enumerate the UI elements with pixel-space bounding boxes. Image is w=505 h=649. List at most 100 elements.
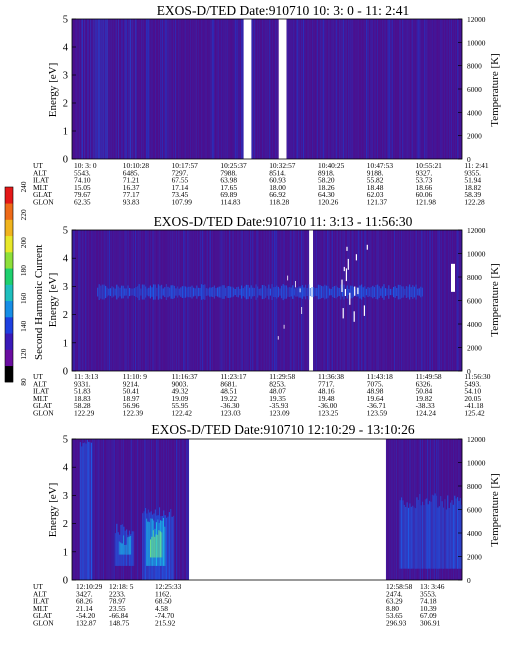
spectrogram-stripe [365,230,367,371]
orbit-table-cell: 10.39 [420,604,437,613]
spectrogram-stripe [167,230,169,371]
spectrogram-stripe [84,19,86,159]
spectrogram-stripe [78,230,80,371]
spectrogram-stripe [138,19,140,159]
spectrogram-stripe [367,19,369,159]
energy-tick-label: 4 [63,463,69,474]
spectrogram-emission [313,287,315,298]
spectrogram-stripe [151,439,153,580]
spectrogram-emission [96,19,98,159]
spectrogram-emission [185,286,187,298]
orbit-table-cell: 20.05 [464,394,481,403]
spectrogram-stripe [300,19,303,159]
spectrogram-stripe [135,439,137,580]
orbit-row-label: MLT [33,183,48,192]
spectrogram-stripe [154,230,156,371]
spectrogram-emission [233,287,235,297]
spectrogram-emission [85,443,87,580]
orbit-table-cell: -36.00 [318,401,337,410]
temperature-tick-label: 2000 [467,553,482,562]
spectrogram-emission [300,286,302,298]
spectrogram-stripe [296,19,298,159]
spectrogram-stripe [146,439,148,580]
spectrogram-stripe [313,19,315,159]
spectrogram-emission [365,288,367,296]
spectrogram-emission [89,442,91,580]
orbit-table-cell: 56.96 [123,401,140,410]
spectrogram-stripe [144,439,146,580]
spectrogram-emission [152,530,154,558]
orbit-table-cell: 74.18 [420,597,437,606]
spectrogram-emission [221,285,223,299]
spectrogram-stripe [107,439,109,580]
panel-1-temperature-ticks: 0 2000 4000 6000 8000 10000 12000 [458,15,486,164]
spectrogram-emission [410,287,412,297]
spectrogram-emission [383,284,385,300]
spectrogram-stripe [110,230,113,371]
spectrogram-stripe [118,439,120,580]
spectrogram-emission [143,284,145,300]
spectrogram-emission [355,254,357,261]
spectrogram-stripe [357,230,360,371]
energy-tick-label: 3 [63,71,68,82]
data-gap [243,19,252,159]
spectrogram-stripe [139,439,141,580]
spectrogram-stripe [126,439,128,580]
spectrogram-emission [225,287,227,297]
orbit-row-label: ILAT [33,176,49,185]
orbit-table-cell: 122.39 [123,409,144,418]
spectrogram-stripe [242,19,244,159]
data-gap [309,230,314,371]
spectrogram-stripe [121,230,123,371]
spectrogram-emission [239,288,241,296]
spectrogram-emission [162,288,164,296]
colorbar-tick-label: 80 [19,378,28,386]
spectrogram-stripe [73,439,75,580]
colorbar-frame [4,186,14,383]
spectrogram-emission [180,287,182,297]
orbit-table-cell: 60.93 [269,176,286,185]
orbit-table-cell: 10:32:57 [269,161,296,170]
spectrogram-emission [117,286,119,298]
spectrogram-emission [97,287,99,297]
spectrogram-emission [125,288,127,296]
spectrogram-stripe [396,19,398,159]
spectrogram-emission [389,288,391,296]
spectrogram-stripe [266,230,268,371]
spectrogram-emission [118,19,119,159]
orbit-table-cell: 306.91 [420,619,441,628]
orbit-table-cell: -41.18 [464,401,483,410]
spectrogram-stripe [183,230,185,371]
spectrogram-emission [308,284,310,300]
spectrogram-emission [118,541,120,555]
spectrogram-emission [258,288,260,296]
spectrogram-stripe [418,19,420,159]
spectrogram-emission [399,284,401,300]
spectrogram-stripe [352,230,354,371]
spectrogram-emission [330,288,332,296]
orbit-table-cell: 9188. [367,168,384,177]
spectrogram-emission [140,288,142,296]
spectrogram-stripe [170,19,172,159]
temperature-tick-label: 0 [467,576,471,585]
colorbar-cell [5,365,13,383]
spectrogram-emission [333,286,335,298]
spectrogram-emission [351,285,353,299]
spectrogram-emission [274,287,276,298]
spectrogram-stripe [336,19,338,159]
spectrogram-emission [317,284,319,300]
spectrogram-emission [103,284,105,300]
spectrogram-stripe [119,230,121,371]
spectrogram-stripe [318,230,320,371]
spectrogram-stripe [363,19,365,159]
spectrogram-emission [129,288,131,297]
spectrogram-stripe [120,439,123,580]
panel-2-temperature-ticks: 0 2000 4000 6000 8000 10000 12000 [458,226,486,376]
orbit-table-cell: 67.55 [172,176,189,185]
spectrogram-stripe [158,19,159,159]
spectrogram-stripe [92,439,94,580]
orbit-table-cell: 7075. [367,379,384,388]
spectrogram-emission [215,288,217,297]
spectrogram-stripe [75,230,78,371]
spectrogram-stripe [308,230,310,371]
